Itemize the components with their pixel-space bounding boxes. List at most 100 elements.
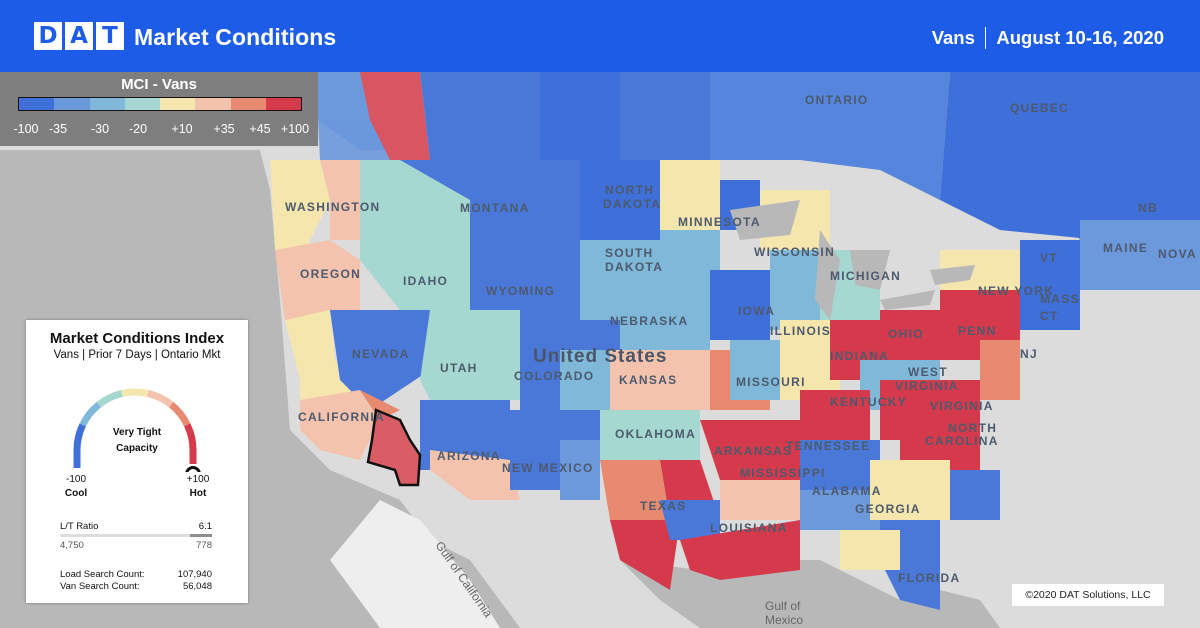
legend-tick-4: +10 xyxy=(171,122,193,136)
us-market-regions xyxy=(270,160,1200,610)
mci-gauge xyxy=(73,388,201,472)
svg-text:NEBRASKA: NEBRASKA xyxy=(610,314,688,328)
svg-text:KENTUCKY: KENTUCKY xyxy=(830,395,907,409)
gauge-status: Very Tight Capacity xyxy=(88,425,186,457)
svg-text:COLORADO: COLORADO xyxy=(514,369,594,383)
svg-text:WISCONSIN: WISCONSIN xyxy=(754,245,835,259)
legend-swatch-5 xyxy=(195,98,231,110)
logo-letter-t: T xyxy=(96,22,124,50)
van-search-label: Van Search Count: xyxy=(60,581,140,592)
date-range: August 10-16, 2020 xyxy=(996,27,1164,48)
svg-text:MISSOURI: MISSOURI xyxy=(736,375,806,389)
gauge-min-label: Cool xyxy=(64,488,88,499)
svg-text:IDAHO: IDAHO xyxy=(403,274,448,288)
map-canvas: WASHINGTON OREGON IDAHO MONTANA NORTH DA… xyxy=(0,72,1200,628)
van-search-value: 56,048 xyxy=(182,581,212,592)
legend-swatch-1 xyxy=(54,98,90,110)
svg-text:WEST: WEST xyxy=(908,365,948,379)
gauge-segment xyxy=(168,401,191,427)
svg-text:FLORIDA: FLORIDA xyxy=(898,571,960,585)
copyright: ©2020 DAT Solutions, LLC xyxy=(1012,584,1164,606)
svg-text:MASS: MASS xyxy=(1040,292,1080,306)
svg-text:Gulf of: Gulf of xyxy=(765,599,801,613)
load-search-label: Load Search Count: xyxy=(60,569,145,580)
svg-text:GEORGIA: GEORGIA xyxy=(855,502,921,516)
truck-count: 778 xyxy=(196,540,212,551)
great-lakes xyxy=(730,200,975,320)
logo-letter-d: D xyxy=(34,22,62,50)
gauge-segment xyxy=(121,388,149,397)
van-search-row: Van Search Count: 56,048 xyxy=(60,581,212,592)
svg-text:WASHINGTON: WASHINGTON xyxy=(285,200,380,214)
lt-ratio-row: L/T Ratio 6.1 xyxy=(60,521,212,532)
legend-tick-3: -20 xyxy=(128,122,148,136)
load-search-value: 107,940 xyxy=(177,569,212,580)
svg-text:VIRGINIA: VIRGINIA xyxy=(930,399,994,413)
legend-swatch-3 xyxy=(124,98,160,110)
svg-text:NEVADA: NEVADA xyxy=(352,347,410,361)
load-count: 4,750 xyxy=(60,540,84,551)
load-search-row: Load Search Count: 107,940 xyxy=(60,569,212,580)
svg-text:CALIFORNIA: CALIFORNIA xyxy=(298,410,385,424)
svg-text:NOVA SC: NOVA SC xyxy=(1158,247,1200,261)
svg-text:ARKANSAS: ARKANSAS xyxy=(714,444,792,458)
market-conditions-card: Market Conditions Index Vans | Prior 7 D… xyxy=(26,320,248,603)
svg-text:INDIANA: INDIANA xyxy=(830,349,889,363)
svg-text:CAROLINA: CAROLINA xyxy=(925,434,999,448)
svg-text:LOUISIANA: LOUISIANA xyxy=(710,521,788,535)
card-subtitle: Vans | Prior 7 Days | Ontario Mkt xyxy=(53,349,221,361)
card-title: Market Conditions Index xyxy=(49,330,225,347)
legend-tick-5: +35 xyxy=(213,122,235,136)
mci-map[interactable]: WASHINGTON OREGON IDAHO MONTANA NORTH DA… xyxy=(0,72,1200,628)
legend-ticks: -100 -35 -30 -20 +10 +35 +45 +100 xyxy=(0,116,318,136)
svg-text:NEW MEXICO: NEW MEXICO xyxy=(502,461,594,475)
svg-text:VT: VT xyxy=(1040,251,1058,265)
gauge-indicator xyxy=(185,466,201,472)
svg-text:NB: NB xyxy=(1138,201,1158,215)
load-truck-row: 4,750 778 xyxy=(60,540,212,551)
svg-text:NORTH: NORTH xyxy=(948,421,997,435)
gauge-max: +100 Hot xyxy=(178,473,218,501)
lt-ratio-label: L/T Ratio xyxy=(60,521,99,532)
svg-text:MAINE: MAINE xyxy=(1103,241,1148,255)
legend-tick-0: -100 xyxy=(13,122,39,136)
dat-logo: D A T xyxy=(34,22,124,52)
svg-text:VIRGINIA: VIRGINIA xyxy=(895,379,959,393)
svg-text:KANSAS: KANSAS xyxy=(619,373,677,387)
gauge-segment xyxy=(79,401,102,427)
gauge-segment xyxy=(73,423,86,451)
legend-title: MCI - Vans xyxy=(121,76,197,93)
svg-text:SOUTH: SOUTH xyxy=(605,246,654,260)
legend-swatch-7 xyxy=(265,98,301,110)
legend-swatch-0 xyxy=(19,98,55,110)
legend-tick-2: -30 xyxy=(90,122,110,136)
gauge-segment xyxy=(146,390,174,408)
header-divider xyxy=(984,27,987,49)
lt-ratio-value: 6.1 xyxy=(198,521,212,532)
gauge-status-line2: Capacity xyxy=(116,443,158,454)
svg-text:UTAH: UTAH xyxy=(440,361,478,375)
svg-text:NJ: NJ xyxy=(1020,347,1038,361)
svg-text:TENNESSEE: TENNESSEE xyxy=(786,439,870,453)
svg-text:ILLINOIS: ILLINOIS xyxy=(770,324,831,338)
gauge-min-value: -100 xyxy=(65,474,86,485)
legend-tick-7: +100 xyxy=(280,122,310,136)
mci-legend: MCI - Vans -100 -35 -30 -20 +10 +35 +45 +100 xyxy=(0,72,318,146)
svg-text:IOWA: IOWA xyxy=(738,304,775,318)
svg-text:ARIZONA: ARIZONA xyxy=(437,449,501,463)
lt-ratio-bar xyxy=(60,534,212,537)
gauge-segment xyxy=(96,390,124,408)
gauge-min: -100 Cool xyxy=(56,473,96,501)
gauge-max-label: Hot xyxy=(189,488,207,499)
svg-text:CT: CT xyxy=(1040,309,1059,323)
svg-text:OREGON: OREGON xyxy=(300,267,361,281)
gauge-max-value: +100 xyxy=(186,474,210,485)
svg-text:QUEBEC: QUEBEC xyxy=(1010,101,1069,115)
legend-tick-6: +45 xyxy=(249,122,271,136)
page-title: Market Conditions xyxy=(134,24,337,50)
logo-letter-a: A xyxy=(65,22,93,50)
svg-text:OKLAHOMA: OKLAHOMA xyxy=(615,427,696,441)
svg-text:ONTARIO: ONTARIO xyxy=(805,93,869,107)
legend-swatch-2 xyxy=(89,98,125,110)
